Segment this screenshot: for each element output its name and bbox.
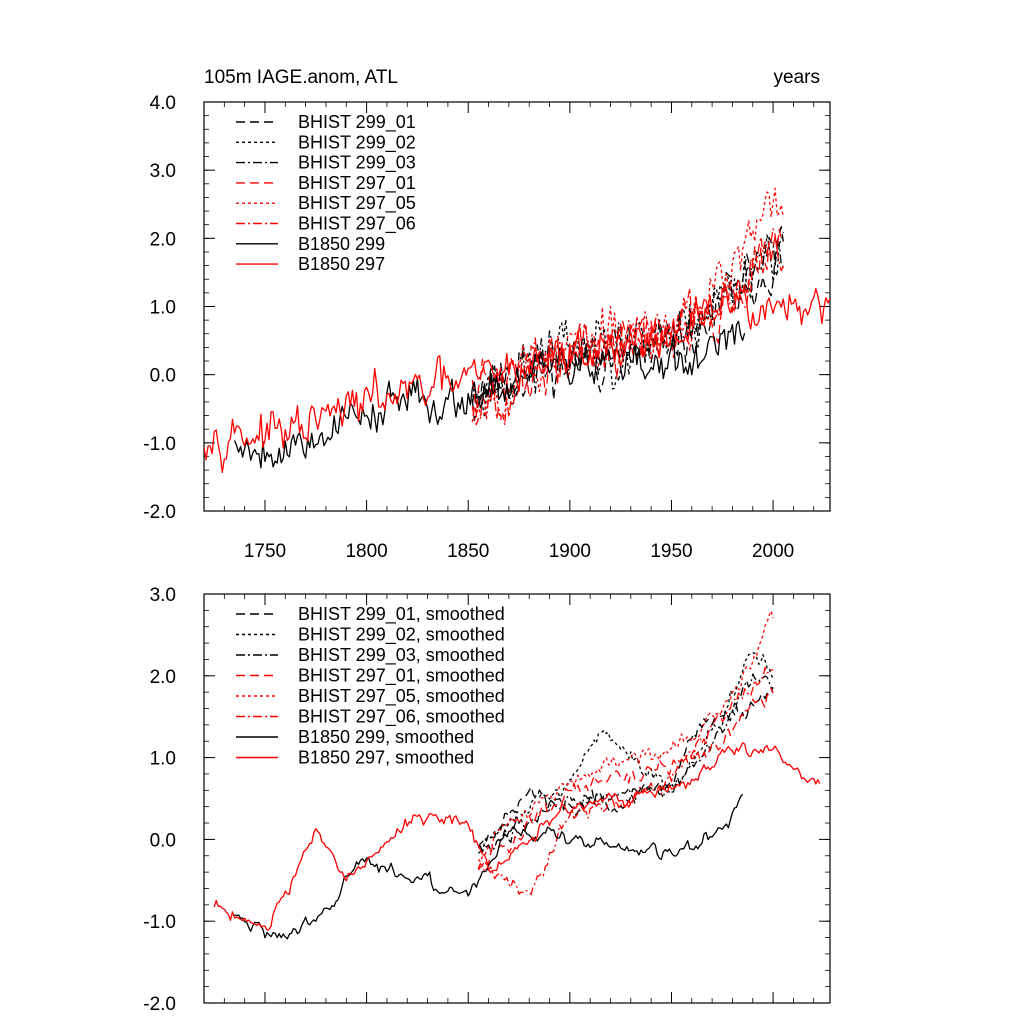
y-tick-label: 2.0 xyxy=(150,229,176,250)
legend-label: BHIST 299_03 xyxy=(298,153,416,174)
legend-label: BHIST 299_02, smoothed xyxy=(298,625,505,646)
legend-label: BHIST 299_01, smoothed xyxy=(298,604,505,625)
series-line-5 xyxy=(477,610,774,863)
series-line-1 xyxy=(477,686,774,849)
series-line-8 xyxy=(213,742,821,931)
x-tick-label: 1750 xyxy=(244,541,286,562)
series-line-3 xyxy=(478,673,774,852)
units-label: years xyxy=(774,67,820,88)
y-tick-label: 3.0 xyxy=(150,585,176,606)
series-line-6 xyxy=(477,666,774,896)
series-line-4 xyxy=(477,687,774,871)
legend-label: BHIST 297_05 xyxy=(298,193,416,214)
legend-label: BHIST 299_01 xyxy=(298,112,416,133)
y-tick-label: 1.0 xyxy=(150,749,176,770)
x-tick-label: 1950 xyxy=(650,541,692,562)
legend-label: BHIST 297_01, smoothed xyxy=(298,666,505,687)
y-tick-label: 4.0 xyxy=(150,93,176,114)
legend-label: BHIST 297_05, smoothed xyxy=(298,686,505,707)
y-tick-label: 1.0 xyxy=(150,298,176,319)
legend-label: BHIST 297_01 xyxy=(298,173,416,194)
y-tick-label: 2.0 xyxy=(150,667,176,688)
legend-label: BHIST 297_06 xyxy=(298,214,416,235)
series-line-2 xyxy=(471,231,784,419)
top-panel: 1750 1800 1850 1900 1950 2000 -2.0 -1.0 0.0 1.0 2.… xyxy=(143,93,831,562)
legend-label: BHIST 297_06, smoothed xyxy=(298,707,505,728)
x-tick-label: 2000 xyxy=(752,541,794,562)
y-tick-label: -1.0 xyxy=(143,434,176,455)
legend-label: B1850 299, smoothed xyxy=(298,727,474,747)
legend-label: B1850 297 xyxy=(298,254,385,274)
x-tick-label: 1900 xyxy=(549,541,591,562)
y-tick-label: -2.0 xyxy=(143,994,176,1015)
x-tick-label: 1850 xyxy=(447,541,489,562)
y-tick-label: -2.0 xyxy=(143,502,176,523)
y-tick-label: 0.0 xyxy=(150,366,176,387)
legend-label: BHIST 299_03, smoothed xyxy=(298,645,505,666)
series-line-3 xyxy=(471,236,784,421)
legend-label: BHIST 299_02 xyxy=(298,132,416,153)
plot-frame xyxy=(203,593,831,1004)
legend-label: B1850 297, smoothed xyxy=(298,748,474,768)
series-line-1 xyxy=(471,225,784,405)
y-tick-label: 0.0 xyxy=(150,830,176,851)
y-tick-label: -1.0 xyxy=(143,912,176,933)
x-tick-label: 1800 xyxy=(345,541,387,562)
legend-label: B1850 299 xyxy=(298,234,385,254)
series-line-7 xyxy=(233,320,746,469)
series-group xyxy=(204,187,830,474)
y-tick-label: 3.0 xyxy=(150,161,176,182)
chart-title: 105m IAGE.anom, ATL xyxy=(204,67,398,88)
series-group xyxy=(213,610,821,940)
series-line-8 xyxy=(204,287,830,474)
series-line-7 xyxy=(234,793,744,940)
bottom-panel: -2.0 -1.0 0.0 1.0 2.0 3.0 BHIST 299_01, smooth… xyxy=(143,585,831,1015)
